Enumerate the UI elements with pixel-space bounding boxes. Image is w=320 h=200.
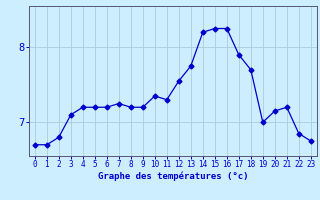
X-axis label: Graphe des températures (°c): Graphe des températures (°c) xyxy=(98,172,248,181)
